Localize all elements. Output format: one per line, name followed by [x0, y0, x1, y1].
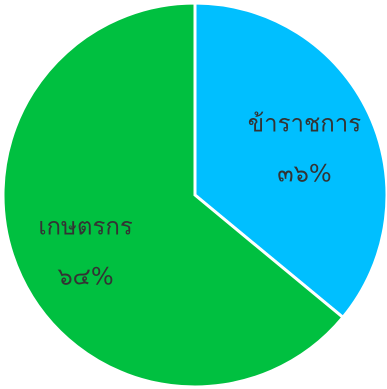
- pie-slice-1: [193, 1, 387, 320]
- slice-category-label: เกษตรกร: [38, 213, 133, 241]
- slice-value-label: ๖๔%: [57, 263, 113, 291]
- slice-value-label: ๓๖%: [277, 159, 331, 187]
- slice-category-label: ข้าราชการ: [248, 109, 362, 137]
- pie-slice-2: [1, 1, 346, 389]
